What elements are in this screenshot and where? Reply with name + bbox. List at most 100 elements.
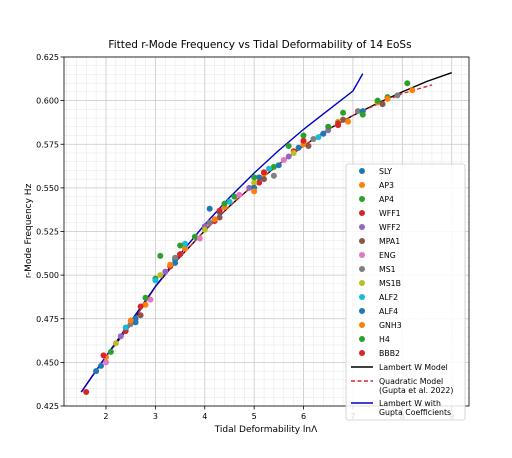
point-ms1 [206,219,213,226]
point-mpa1 [261,176,267,183]
point-h4 [251,174,258,181]
point-wff2 [246,184,253,191]
point-bbb2 [216,207,223,214]
point-bbb2 [335,120,342,127]
legend-marker-mpa1 [359,238,365,244]
legend-label-wff2: WFF2 [379,223,401,232]
legend-marker-ap4 [359,196,365,202]
point-eng [196,235,203,242]
point-mpa1 [137,312,144,319]
point-eng [236,191,243,198]
point-alf2 [266,165,272,172]
x-tick-label: 5 [252,412,257,421]
legend-label-h4: H4 [379,335,390,344]
point-ms1 [310,136,317,142]
point-wff1 [83,389,90,395]
point-ap4 [300,132,307,139]
point-ms1b [201,226,208,233]
legend-label-ms1b: MS1B [379,279,401,288]
point-alf2 [152,277,159,284]
point-wff2 [117,333,124,340]
point-sly [295,144,302,151]
point-ap4 [107,348,114,355]
point-wff2 [162,268,169,275]
legend-label-bbb2: BBB2 [379,349,400,358]
point-alf2 [182,240,188,247]
point-ap4 [157,252,164,259]
point-eng [147,296,154,303]
point-sly [256,174,263,181]
point-bbb2 [100,352,107,359]
legend-marker-gnh3 [359,322,365,328]
point-wff1 [256,179,263,186]
point-ap3 [182,245,188,252]
x-tick-label: 2 [103,412,108,421]
point-alf4 [93,368,100,375]
point-alf2 [315,134,322,141]
y-tick-label: 0.625 [36,53,59,62]
legend-marker-sly [359,168,365,174]
point-eng [103,359,109,366]
point-alf2 [122,324,129,331]
legend-marker-alf4 [359,308,365,314]
legend-marker-ap3 [359,182,365,188]
legend-label-lambert-w-model: Lambert W Model [379,363,448,372]
point-h4 [142,294,149,301]
legend-marker-eng [359,252,365,258]
point-bbb2 [300,137,307,144]
point-ap4 [231,193,238,200]
point-alf4 [132,319,139,326]
point-ms1b [112,340,119,347]
point-h4 [359,111,366,118]
legend-label-quadratic-model: Quadratic Model [379,377,443,386]
y-tick-label: 0.600 [36,97,59,106]
point-eng [280,157,287,163]
legend-label-sly: SLY [379,167,392,176]
point-ms1 [270,172,277,179]
point-ms1b [251,179,258,186]
point-alf4 [206,205,213,212]
point-bbb2 [177,251,184,258]
point-h4 [285,143,292,149]
axis-ticks: 234567890.4250.4500.4750.5000.5250.5500.… [36,53,454,421]
legend-label-ms1: MS1 [379,265,396,274]
point-ap4 [404,80,411,87]
y-tick-label: 0.500 [36,271,59,280]
chart-title: Fitted r-Mode Frequency vs Tidal Deforma… [108,39,411,51]
point-mpa1 [216,214,223,221]
legend-marker-alf2 [359,294,365,300]
point-mpa1 [305,143,312,149]
point-gnh3 [384,95,391,102]
y-axis-label: r-Mode Frequency Hz [24,183,34,278]
legend-label-eng: ENG [379,251,396,260]
y-tick-label: 0.425 [36,402,59,411]
point-gnh3 [345,118,351,125]
point-alf4 [275,162,282,169]
legend-label-gnh3: GNH3 [379,321,402,330]
point-alf2 [226,198,233,205]
point-bbb2 [137,303,144,310]
legend-label-mpa1: MPA1 [379,237,400,246]
point-ms1b [290,150,297,156]
legend-marker-ms1 [359,266,365,272]
point-ms1 [394,92,401,99]
point-sly [98,362,104,369]
point-gnh3 [251,188,258,195]
point-h4 [325,123,332,130]
x-tick-label: 4 [202,412,207,421]
legend-marker-bbb2 [359,350,365,356]
point-alf4 [172,259,179,266]
legend-label-quadratic-model: (Gupta et al. 2022) [379,386,453,395]
x-axis-label: Tidal Deformability lnΛ [214,425,318,435]
legend-box [345,163,466,421]
legend-marker-wff1 [359,210,365,216]
point-wff2 [285,153,292,160]
point-ap4 [191,233,198,240]
legend-label-wff1: WFF1 [379,209,401,218]
point-h4 [177,242,184,249]
curve-quadratic-model [80,84,433,393]
legend-marker-ms1b [359,280,365,286]
y-tick-label: 0.575 [36,140,59,149]
point-h4 [374,97,381,104]
